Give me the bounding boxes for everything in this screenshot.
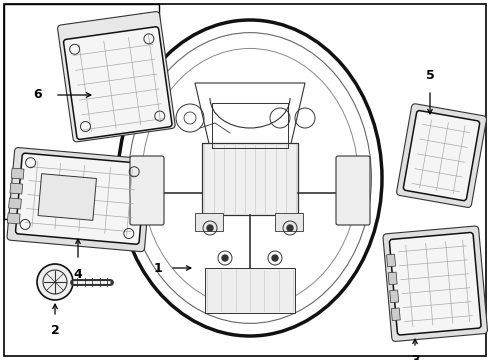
- Bar: [7, 213, 20, 224]
- FancyBboxPatch shape: [64, 27, 172, 139]
- Bar: [10, 183, 23, 194]
- Bar: [390, 290, 399, 303]
- FancyBboxPatch shape: [7, 148, 152, 252]
- Text: 5: 5: [426, 69, 434, 82]
- Polygon shape: [195, 83, 305, 148]
- Bar: [275, 213, 303, 231]
- Circle shape: [272, 255, 278, 261]
- Bar: [205, 268, 295, 313]
- FancyBboxPatch shape: [16, 153, 146, 244]
- Bar: [195, 213, 223, 231]
- Bar: [11, 168, 24, 179]
- Bar: [4, 4, 159, 219]
- FancyBboxPatch shape: [58, 12, 175, 142]
- FancyBboxPatch shape: [390, 233, 481, 335]
- Bar: [38, 174, 97, 220]
- FancyBboxPatch shape: [336, 156, 370, 225]
- Text: 6: 6: [33, 89, 42, 102]
- Bar: [388, 272, 397, 285]
- Bar: [387, 254, 395, 267]
- Circle shape: [287, 225, 293, 231]
- FancyBboxPatch shape: [383, 226, 488, 341]
- Text: 4: 4: [74, 268, 82, 281]
- Text: 1: 1: [153, 261, 162, 274]
- Circle shape: [222, 255, 228, 261]
- FancyBboxPatch shape: [130, 156, 164, 225]
- Bar: [202, 143, 298, 215]
- Bar: [391, 308, 400, 321]
- Text: 2: 2: [50, 324, 59, 337]
- Circle shape: [207, 225, 213, 231]
- FancyBboxPatch shape: [396, 104, 487, 207]
- Bar: [8, 198, 22, 209]
- FancyBboxPatch shape: [403, 111, 480, 201]
- Ellipse shape: [118, 20, 382, 336]
- Circle shape: [37, 264, 73, 300]
- Text: 3: 3: [411, 354, 419, 360]
